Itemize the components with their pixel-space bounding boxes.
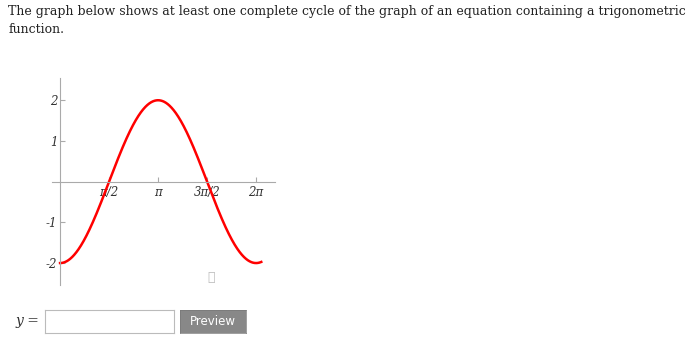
Text: Preview: Preview <box>190 315 236 328</box>
Text: ⌕: ⌕ <box>208 271 215 284</box>
Text: y =: y = <box>15 314 39 328</box>
Text: The graph below shows at least one complete cycle of the graph of an equation co: The graph below shows at least one compl… <box>8 5 686 36</box>
